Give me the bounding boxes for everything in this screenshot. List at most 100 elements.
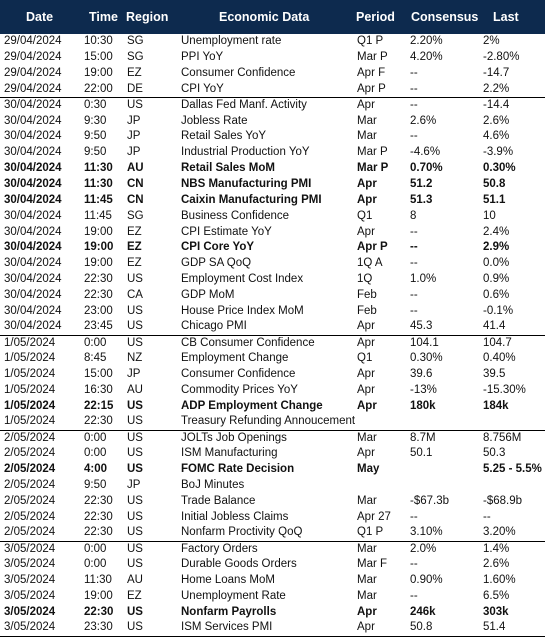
region-cell: US bbox=[124, 96, 179, 114]
economic-data-cell: Nonfarm Payrolls bbox=[181, 605, 277, 618]
economic-data-cell: Industrial Production YoY bbox=[181, 146, 310, 159]
economic-data-cell: ISM Services PMI bbox=[179, 620, 351, 637]
region-cell: NZ bbox=[127, 352, 143, 365]
table-row: 30/04/2024 19:00 EZ CPI Estimate YoY Apr -- 2.… bbox=[0, 224, 545, 240]
date-cell: 2/05/2024 bbox=[4, 494, 56, 507]
last-cell: 0.0% bbox=[483, 257, 510, 270]
last-cell: 104.7 bbox=[475, 334, 545, 351]
last-cell bbox=[475, 414, 545, 430]
date-cell: 1/05/2024 bbox=[4, 352, 56, 365]
last-cell: -- bbox=[483, 510, 491, 523]
period-cell: Mar bbox=[351, 540, 404, 557]
region-cell: SG bbox=[127, 209, 144, 222]
economic-data-cell: CPI Core YoY bbox=[181, 241, 255, 254]
region-cell: AU bbox=[127, 383, 143, 396]
economic-data-cell: FOMC Rate Decision bbox=[181, 463, 295, 476]
time-cell: 19:00 bbox=[84, 589, 113, 602]
last-cell: 2.4% bbox=[483, 225, 510, 238]
consensus-cell: -- bbox=[410, 558, 418, 571]
last-cell: 0.9% bbox=[483, 273, 510, 286]
period-cell: Apr bbox=[351, 620, 404, 637]
last-cell: 2.2% bbox=[483, 82, 510, 95]
date-cell: 1/05/2024 bbox=[4, 368, 56, 381]
time-cell: 15:00 bbox=[84, 368, 113, 381]
time-cell: 23:00 bbox=[84, 304, 113, 317]
date-cell: 2/05/2024 bbox=[4, 447, 56, 460]
region-cell: EZ bbox=[127, 241, 142, 254]
time-cell: 0:00 bbox=[84, 558, 107, 571]
consensus-cell: 8 bbox=[410, 209, 417, 222]
consensus-cell: -- bbox=[410, 288, 418, 301]
period-cell: Mar bbox=[351, 429, 404, 446]
time-cell: 19:00 bbox=[84, 67, 113, 80]
date-cell: 30/04/2024 bbox=[4, 209, 62, 222]
last-cell: 4.6% bbox=[483, 130, 510, 143]
economic-data-cell: Treasury Refunding Annoucement bbox=[181, 415, 356, 428]
economic-data-cell: Jobless Rate bbox=[181, 114, 248, 127]
period-cell: Apr P bbox=[357, 82, 386, 95]
period-cell: Apr bbox=[351, 96, 404, 114]
consensus-cell bbox=[404, 462, 475, 478]
time-cell: 8:45 bbox=[84, 352, 107, 365]
economic-data-cell: JOLTs Job Openings bbox=[179, 429, 351, 446]
time-cell: 0:00 bbox=[84, 447, 107, 460]
time-cell: 22:30 bbox=[84, 526, 113, 539]
table-row: 30/04/2024 11:30 AU Retail Sales MoM Mar P 0.… bbox=[0, 161, 545, 177]
table-body: 29/04/2024 10:30 SG Unemployment rate Q1 P 2.… bbox=[0, 34, 545, 637]
table-row: 1/05/2024 16:30 AU Commodity Prices YoY Apr -… bbox=[0, 383, 545, 399]
period-cell: Q1 bbox=[357, 209, 373, 222]
last-cell: -0.1% bbox=[483, 304, 514, 317]
last-cell: 6.5% bbox=[483, 589, 510, 602]
economic-data-cell: Chicago PMI bbox=[181, 320, 247, 333]
header-date: Date bbox=[26, 10, 54, 24]
consensus-cell: 51.3 bbox=[410, 193, 433, 206]
date-cell: 30/04/2024 bbox=[4, 225, 62, 238]
last-cell bbox=[475, 478, 545, 494]
table-row: 29/04/2024 10:30 SG Unemployment rate Q1 P 2.… bbox=[0, 34, 545, 50]
region-cell: JP bbox=[127, 130, 141, 143]
region-cell: CN bbox=[127, 178, 144, 191]
region-cell: US bbox=[127, 494, 143, 507]
period-cell: Q1 P bbox=[357, 35, 384, 48]
region-cell: SG bbox=[127, 35, 144, 48]
last-cell: -14.7 bbox=[483, 67, 510, 80]
time-cell: 22:30 bbox=[84, 494, 113, 507]
last-cell: 303k bbox=[483, 605, 509, 618]
date-cell: 2/05/2024 bbox=[4, 463, 56, 476]
period-cell: Q1 bbox=[357, 352, 373, 365]
table-row: 2/05/2024 0:00 US ISM Manufacturing Apr 50.1 5… bbox=[0, 446, 545, 462]
period-cell: Apr bbox=[357, 178, 377, 191]
time-cell: 22:30 bbox=[84, 273, 113, 286]
table-row: 1/05/2024 22:15 US ADP Employment Change Apr… bbox=[0, 398, 545, 414]
table-row: 30/04/2024 23:00 US House Price Index MoM Fe… bbox=[0, 303, 545, 319]
header-row: Date Time Region Economic Data Period Co… bbox=[0, 0, 545, 34]
region-cell: AU bbox=[127, 574, 143, 587]
time-cell: 11:30 bbox=[84, 162, 113, 175]
table-row: 29/04/2024 15:00 SG PPI YoY Mar P 4.20% -2.80% bbox=[0, 50, 545, 66]
region-cell: EZ bbox=[127, 589, 142, 602]
consensus-cell bbox=[404, 478, 475, 494]
economic-data-cell: GDP MoM bbox=[181, 288, 235, 301]
region-cell: CN bbox=[127, 193, 144, 206]
date-cell: 30/04/2024 bbox=[4, 162, 62, 175]
consensus-cell: 39.6 bbox=[410, 368, 433, 381]
date-cell: 3/05/2024 bbox=[4, 574, 56, 587]
region-cell: US bbox=[127, 415, 143, 428]
period-cell: Mar P bbox=[357, 51, 388, 64]
period-cell: May bbox=[357, 463, 380, 476]
table-row: 30/04/2024 23:45 US Chicago PMI Apr 45.3 41.4 bbox=[0, 319, 545, 335]
last-cell: -15.30% bbox=[483, 383, 526, 396]
time-cell: 19:00 bbox=[84, 225, 113, 238]
table-row: 30/04/2024 11:45 CN Caixin Manufacturing PM… bbox=[0, 192, 545, 208]
table-row: 1/05/2024 0:00 US CB Consumer Confidence Apr… bbox=[0, 334, 545, 351]
consensus-cell: -- bbox=[410, 510, 418, 523]
time-cell: 23:45 bbox=[84, 320, 113, 333]
economic-data-cell: CPI Estimate YoY bbox=[181, 225, 272, 238]
economic-data-cell: PPI YoY bbox=[181, 51, 224, 64]
consensus-cell: 2.6% bbox=[410, 114, 437, 127]
consensus-cell: 8.7M bbox=[404, 429, 475, 446]
time-cell: 0:00 bbox=[81, 540, 124, 557]
region-cell: EZ bbox=[127, 257, 142, 270]
economic-data-cell: ISM Manufacturing bbox=[181, 447, 278, 460]
